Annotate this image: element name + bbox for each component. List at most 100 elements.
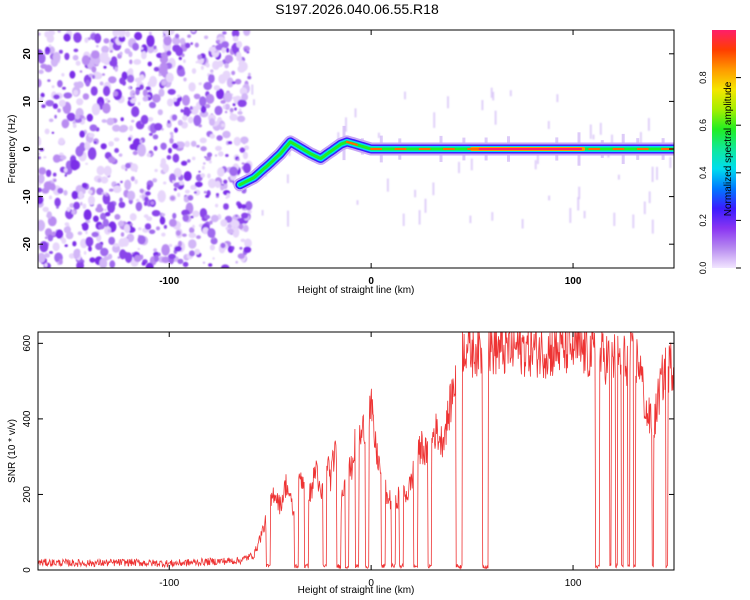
noise-speckle: [173, 182, 181, 188]
noise-speckle: [109, 188, 114, 192]
noise-speckle: [38, 53, 46, 64]
noise-speckle: [165, 32, 169, 37]
snr-frame: [37, 331, 675, 571]
noise-speckle: [153, 45, 157, 50]
noise-speckle: [63, 92, 73, 99]
noise-speckle: [120, 117, 124, 122]
noise-speckle: [144, 196, 149, 202]
noise-speckle: [198, 124, 202, 128]
snr-series-line: [38, 332, 674, 570]
noise-speckle: [38, 252, 46, 263]
colorbar: 0.0 0.2 0.4 0.6 0.8 Normalized spectral ampl…: [698, 30, 741, 274]
noise-speckle: [218, 151, 224, 157]
noise-speckle: [131, 119, 135, 123]
noise-speckle: [91, 231, 99, 238]
noise-speckle: [45, 51, 50, 55]
noise-speckle: [137, 235, 146, 245]
noise-speckle: [63, 167, 68, 173]
noise-streak: [613, 212, 616, 226]
noise-speckle: [132, 42, 140, 51]
noise-speckle: [66, 206, 71, 212]
noise-speckle: [243, 162, 251, 174]
noise-speckle: [152, 178, 158, 183]
snr-line-layer: [38, 332, 674, 570]
noise-speckle: [200, 105, 207, 114]
noise-speckle: [58, 99, 66, 108]
noise-speckle: [103, 65, 107, 69]
noise-speckle: [241, 212, 249, 219]
noise-streak: [433, 112, 436, 128]
noise-speckle: [160, 142, 167, 150]
noise-speckle: [99, 258, 108, 268]
noise-speckle: [102, 73, 105, 76]
noise-speckle: [47, 79, 51, 82]
noise-streak: [386, 178, 389, 192]
noise-speckle: [112, 124, 121, 132]
noise-speckle: [128, 86, 131, 90]
noise-speckle: [222, 130, 231, 139]
noise-speckle: [88, 246, 92, 252]
noise-speckle: [193, 93, 201, 100]
noise-speckle: [118, 238, 126, 248]
noise-speckle: [79, 130, 85, 138]
noise-speckle: [49, 251, 53, 254]
noise-speckle: [172, 212, 177, 219]
noise-streak: [287, 210, 289, 227]
noise-speckle: [168, 253, 176, 260]
noise-speckle: [223, 203, 229, 210]
noise-speckle: [181, 160, 188, 166]
noise-speckle: [176, 141, 180, 146]
noise-speckle: [183, 106, 191, 118]
noise-speckle: [137, 101, 141, 106]
noise-speckle: [195, 61, 199, 64]
noise-speckle: [225, 154, 229, 157]
noise-speckle: [208, 46, 217, 53]
noise-speckle: [69, 70, 76, 79]
noise-speckle: [208, 263, 213, 267]
noise-speckle: [216, 39, 221, 43]
noise-speckle: [221, 123, 225, 128]
noise-speckle: [52, 242, 60, 252]
snr-y-tick-label: 400: [22, 410, 33, 427]
noise-speckle: [182, 261, 189, 268]
noise-streak: [589, 124, 592, 139]
noise-speckle: [192, 210, 200, 218]
noise-speckle: [238, 223, 244, 230]
noise-speckle: [208, 73, 215, 84]
noise-speckle: [104, 97, 109, 102]
noise-speckle: [245, 201, 253, 211]
noise-speckle: [247, 209, 252, 214]
noise-speckle: [186, 159, 191, 163]
noise-speckle: [79, 70, 83, 73]
noise-speckle: [38, 32, 41, 36]
noise-speckle: [174, 246, 182, 252]
noise-speckle: [134, 179, 138, 185]
noise-speckle: [215, 203, 219, 208]
noise-speckle: [85, 162, 88, 165]
noise-streak: [432, 182, 435, 196]
snr-y-label: SNR (10 * v/v): [7, 419, 18, 483]
noise-speckle: [146, 216, 153, 221]
noise-speckle: [114, 66, 119, 72]
noise-speckle: [243, 225, 249, 233]
noise-speckle: [38, 69, 44, 75]
noise-speckle: [173, 167, 182, 178]
noise-speckle: [182, 94, 190, 106]
colorbar-label: Normalized spectral amplitude: [723, 81, 734, 216]
noise-speckle: [209, 244, 215, 251]
noise-speckle: [203, 190, 207, 194]
noise-speckle: [165, 72, 174, 83]
noise-speckle: [144, 223, 152, 230]
noise-speckle: [157, 109, 163, 116]
noise-speckle: [206, 152, 213, 158]
noise-speckle: [38, 195, 44, 205]
noise-streak: [556, 94, 559, 103]
colorbar-ticks: 0.0 0.2 0.4 0.6 0.8: [698, 71, 741, 274]
noise-speckle: [117, 256, 121, 259]
noise-speckle: [200, 173, 206, 178]
noise-speckle: [38, 156, 41, 160]
noise-speckle: [214, 105, 223, 116]
noise-speckle: [189, 106, 193, 111]
snr-axes: -100 0 100 0 200 400 600: [22, 332, 674, 589]
noise-speckle: [241, 93, 249, 101]
